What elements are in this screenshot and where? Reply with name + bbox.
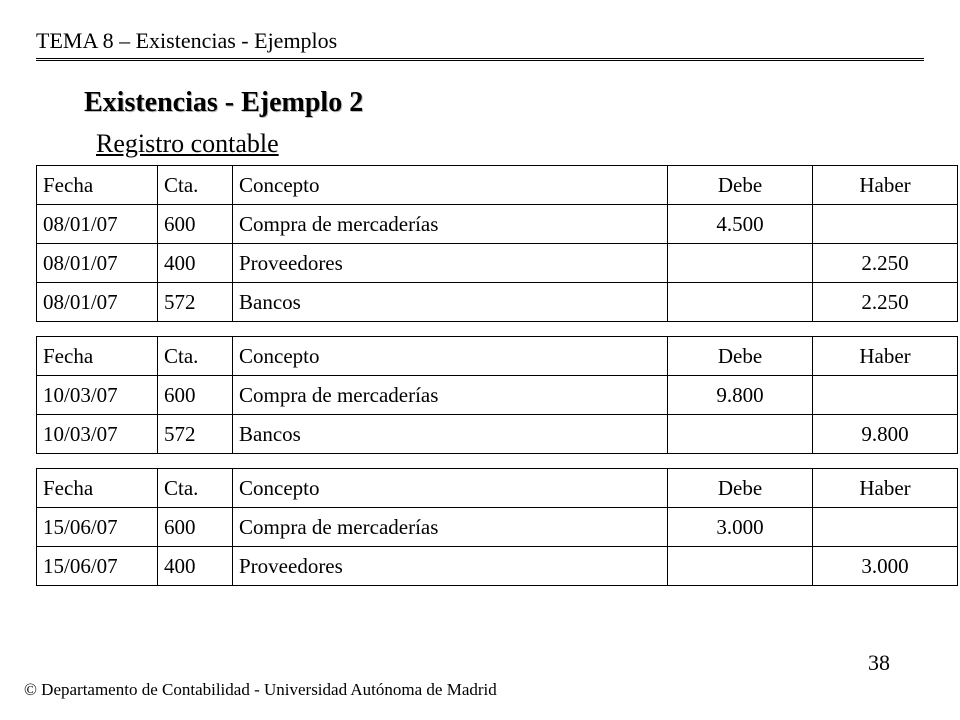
table-row: 15/06/07600Compra de mercaderías3.000 xyxy=(37,508,958,547)
cell-debe: 3.000 xyxy=(668,508,813,547)
table-row: 08/01/07572Bancos 2.250 xyxy=(37,283,958,322)
cell-haber: 9.800 xyxy=(813,415,958,454)
cell-fecha: 10/03/07 xyxy=(37,415,158,454)
cell-concepto: Compra de mercaderías xyxy=(233,508,668,547)
cell-concepto: Bancos xyxy=(233,283,668,322)
table-row: 08/01/07600Compra de mercaderías4.500 xyxy=(37,205,958,244)
column-header: Haber xyxy=(813,469,958,508)
column-header: Fecha xyxy=(37,166,158,205)
cell-concepto: Proveedores xyxy=(233,547,668,586)
cell-debe xyxy=(668,283,813,322)
cell-fecha: 15/06/07 xyxy=(37,547,158,586)
column-header: Concepto xyxy=(233,337,668,376)
cell-cta: 600 xyxy=(158,205,233,244)
column-header: Fecha xyxy=(37,469,158,508)
accounting-table: FechaCta.ConceptoDebeHaber15/06/07600Com… xyxy=(36,468,958,586)
cell-concepto: Compra de mercaderías xyxy=(233,376,668,415)
table-row: 15/06/07400Proveedores 3.000 xyxy=(37,547,958,586)
cell-debe xyxy=(668,415,813,454)
cell-debe xyxy=(668,244,813,283)
tables-container: FechaCta.ConceptoDebeHaber08/01/07600Com… xyxy=(36,165,924,586)
column-header: Debe xyxy=(668,469,813,508)
cell-fecha: 08/01/07 xyxy=(37,283,158,322)
column-header: Concepto xyxy=(233,469,668,508)
cell-haber xyxy=(813,508,958,547)
table-row: 10/03/07600Compra de mercaderías9.800 xyxy=(37,376,958,415)
cell-debe: 4.500 xyxy=(668,205,813,244)
cell-concepto: Compra de mercaderías xyxy=(233,205,668,244)
page-number: 38 xyxy=(868,650,890,676)
cell-haber: 2.250 xyxy=(813,244,958,283)
column-header: Debe xyxy=(668,337,813,376)
column-header: Cta. xyxy=(158,469,233,508)
cell-cta: 400 xyxy=(158,547,233,586)
cell-fecha: 08/01/07 xyxy=(37,205,158,244)
column-header: Concepto xyxy=(233,166,668,205)
accounting-table: FechaCta.ConceptoDebeHaber10/03/07600Com… xyxy=(36,336,958,454)
cell-cta: 572 xyxy=(158,283,233,322)
slide-title: Existencias - Ejemplo 2 xyxy=(84,87,924,119)
column-header: Haber xyxy=(813,337,958,376)
cell-cta: 400 xyxy=(158,244,233,283)
column-header: Cta. xyxy=(158,166,233,205)
cell-cta: 600 xyxy=(158,508,233,547)
cell-concepto: Bancos xyxy=(233,415,668,454)
slide-header: TEMA 8 – Existencias - Ejemplos xyxy=(36,28,924,54)
table-row: 08/01/07400Proveedores 2.250 xyxy=(37,244,958,283)
cell-haber: 2.250 xyxy=(813,283,958,322)
slide-subtitle: Registro contable xyxy=(96,129,924,159)
cell-cta: 600 xyxy=(158,376,233,415)
cell-fecha: 08/01/07 xyxy=(37,244,158,283)
cell-concepto: Proveedores xyxy=(233,244,668,283)
cell-debe: 9.800 xyxy=(668,376,813,415)
cell-haber xyxy=(813,376,958,415)
cell-fecha: 10/03/07 xyxy=(37,376,158,415)
footer-copyright: © Departamento de Contabilidad - Univers… xyxy=(24,680,497,700)
cell-fecha: 15/06/07 xyxy=(37,508,158,547)
accounting-table: FechaCta.ConceptoDebeHaber08/01/07600Com… xyxy=(36,165,958,322)
column-header: Cta. xyxy=(158,337,233,376)
cell-haber: 3.000 xyxy=(813,547,958,586)
column-header: Debe xyxy=(668,166,813,205)
table-row: 10/03/07572Bancos 9.800 xyxy=(37,415,958,454)
cell-debe xyxy=(668,547,813,586)
header-divider xyxy=(36,58,924,61)
cell-haber xyxy=(813,205,958,244)
column-header: Haber xyxy=(813,166,958,205)
cell-cta: 572 xyxy=(158,415,233,454)
column-header: Fecha xyxy=(37,337,158,376)
